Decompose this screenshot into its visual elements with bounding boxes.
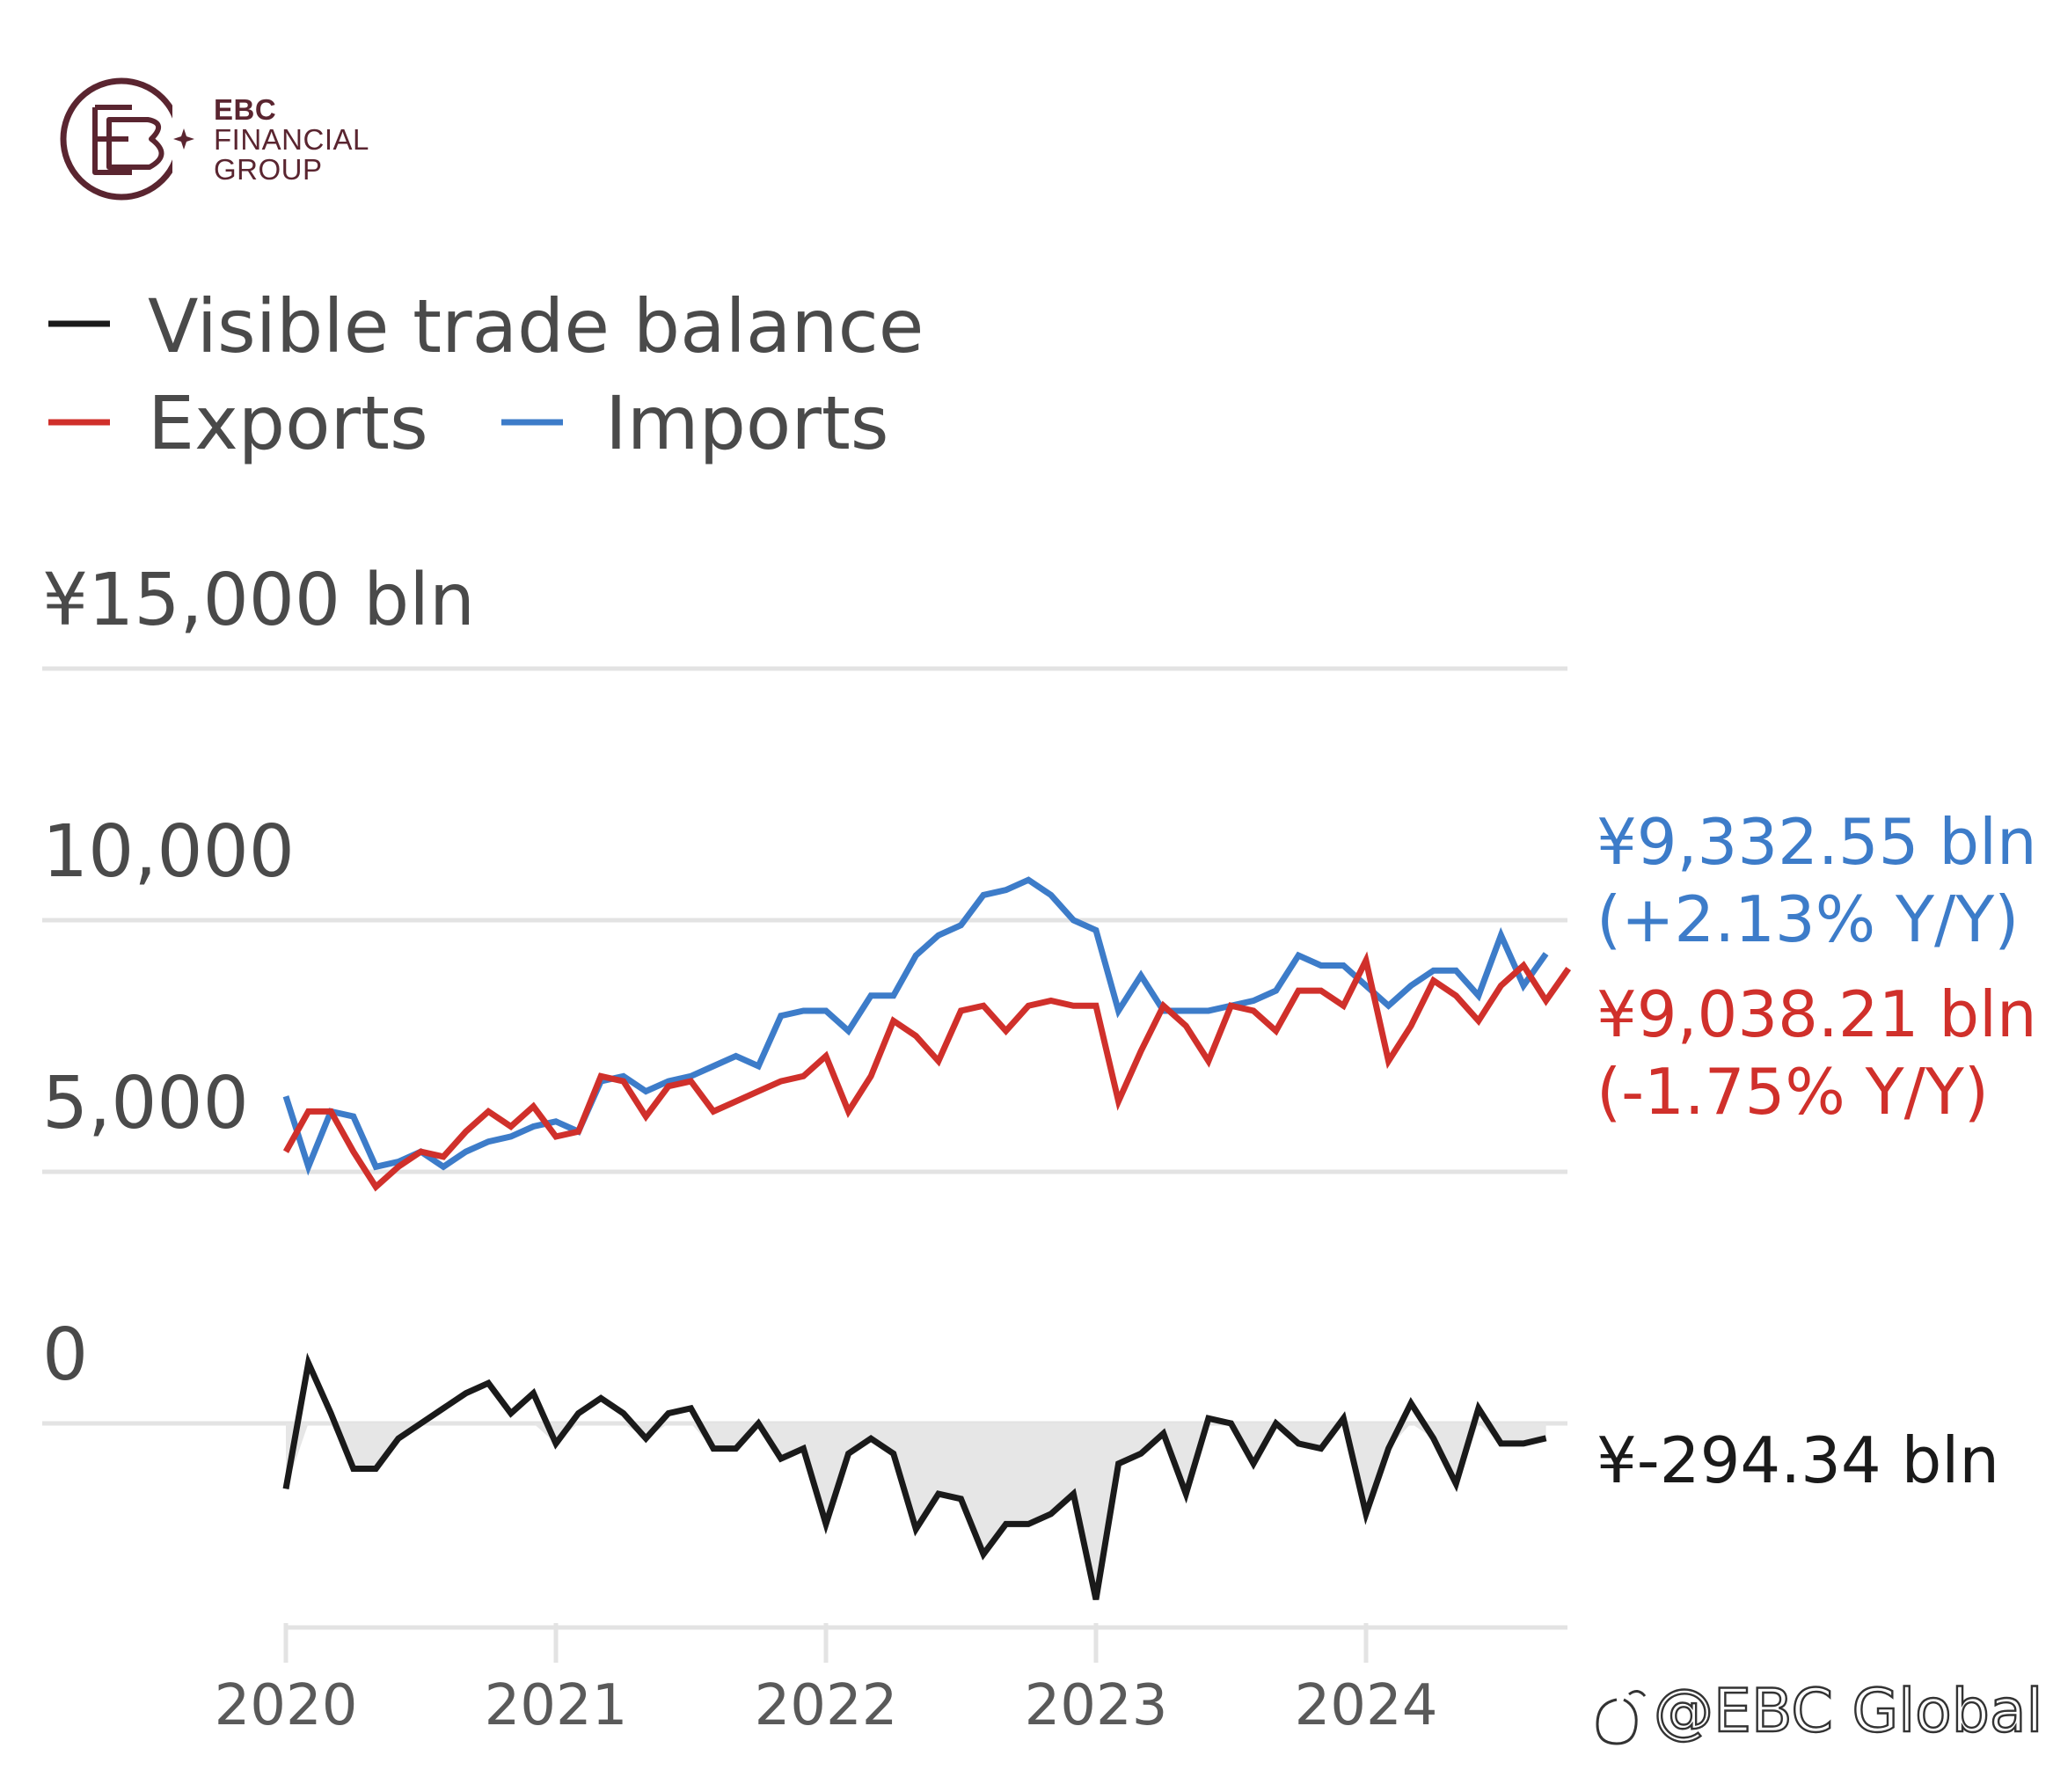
series-lines bbox=[282, 876, 1572, 1600]
x-tick-label-4: 2024 bbox=[1295, 1673, 1438, 1738]
series-line-exports bbox=[282, 951, 1572, 1192]
legend-label-balance: Visible trade balance bbox=[148, 283, 924, 369]
legend: Visible trade balance Exports Imports bbox=[48, 283, 924, 466]
brand-line-2: FINANCIAL bbox=[214, 123, 369, 156]
end-annotations: ¥9,332.55 bln(+2.13% Y/Y) ¥9,038.21 bln(-… bbox=[1596, 805, 2037, 1497]
y-tick-label-0: ¥15,000 bln bbox=[42, 559, 475, 642]
legend-label-imports: Imports bbox=[605, 380, 889, 466]
annotation-2-line-0: ¥-294.34 bln bbox=[1596, 1423, 1999, 1497]
brand-line-3: GROUP bbox=[214, 153, 323, 186]
ebc-logo: EBC FINANCIAL GROUP bbox=[60, 77, 369, 201]
watermark: @EBC Global bbox=[1654, 1677, 2042, 1746]
weibo-icon bbox=[1596, 1690, 1647, 1745]
deficit-shading bbox=[286, 1423, 1546, 1600]
x-tick-label-2: 2022 bbox=[755, 1673, 898, 1738]
x-tick-label-0: 2020 bbox=[215, 1673, 358, 1738]
annotation-1-line-1: (-1.75% Y/Y) bbox=[1596, 1055, 1989, 1129]
series-line-visible-trade-balance bbox=[282, 1352, 1547, 1600]
x-tick-label-3: 2023 bbox=[1025, 1673, 1168, 1738]
sparkle-icon bbox=[173, 128, 194, 150]
series-line-imports bbox=[282, 876, 1549, 1176]
x-axis: 2020 2021 2022 2023 2024 bbox=[215, 1623, 1567, 1738]
legend-label-exports: Exports bbox=[148, 380, 428, 466]
logo-monogram bbox=[92, 105, 164, 175]
brand-line-1: EBC bbox=[214, 93, 276, 126]
annotation-1-line-0: ¥9,038.21 bln bbox=[1596, 977, 2037, 1051]
annotation-0-line-0: ¥9,332.55 bln bbox=[1596, 805, 2037, 879]
deficit-area bbox=[286, 1423, 1546, 1600]
y-tick-label-3: 0 bbox=[42, 1313, 88, 1397]
y-axis-labels: ¥15,000 bln 10,000 5,000 0 bbox=[42, 559, 475, 1397]
x-tick-label-1: 2021 bbox=[485, 1673, 628, 1738]
y-tick-label-2: 5,000 bbox=[42, 1062, 249, 1145]
y-tick-label-1: 10,000 bbox=[42, 810, 295, 894]
annotation-0-line-1: (+2.13% Y/Y) bbox=[1596, 882, 2019, 956]
grid bbox=[42, 666, 1567, 1426]
